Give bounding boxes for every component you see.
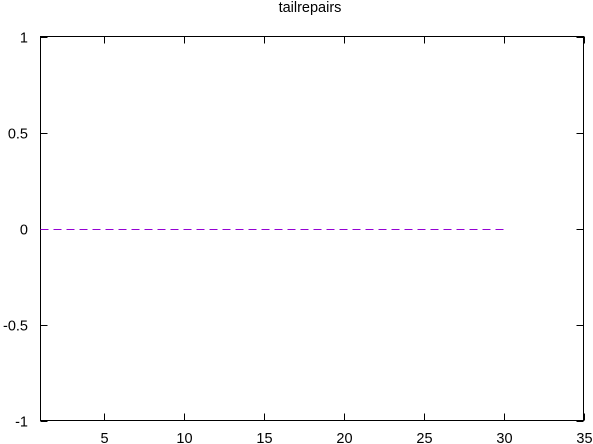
y-tick-label: 1 [20,31,28,47]
x-tick-label: 5 [100,431,108,444]
y-tick-label: 0 [20,223,28,239]
y-tick-label: 0.5 [8,127,28,143]
x-tick-label: 30 [496,431,512,444]
chart-title: tailrepairs [279,0,342,16]
x-tick-label: 15 [256,431,272,444]
x-axis: 5 10 15 20 25 30 35 [100,36,593,444]
x-tick-label: 25 [416,431,432,444]
x-tick-label: 35 [576,431,592,444]
x-tick-label: 20 [336,431,352,444]
y-axis: -1 -0.5 0 0.5 1 [3,31,584,431]
y-tick-label: -1 [15,415,28,431]
x-tick-label: 10 [176,431,192,444]
plot-frame [40,36,584,421]
y-tick-label: -0.5 [3,319,28,335]
